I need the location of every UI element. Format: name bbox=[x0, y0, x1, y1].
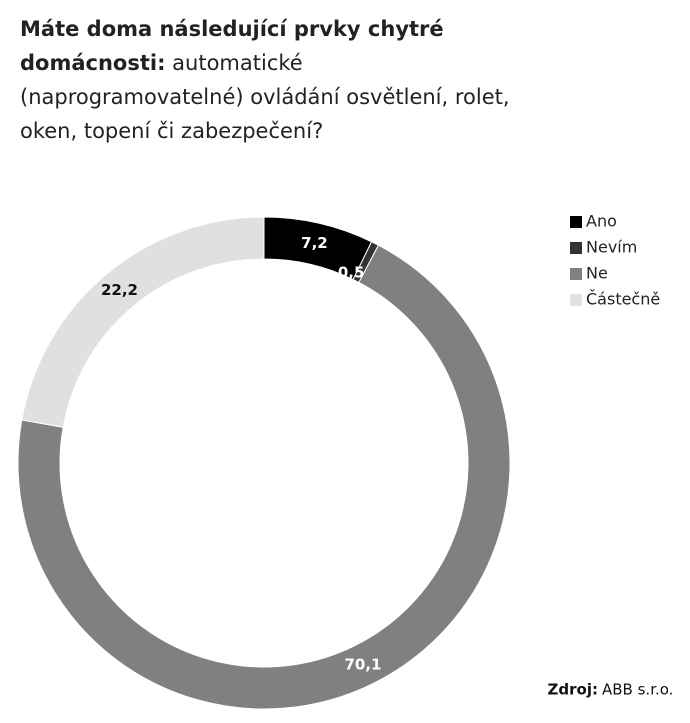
data-label: 7,2 bbox=[301, 234, 328, 252]
legend-label: Nevím bbox=[586, 238, 637, 257]
data-label: 70,1 bbox=[344, 656, 381, 674]
data-label: 0,5 bbox=[338, 264, 365, 282]
legend-label: Ne bbox=[586, 264, 608, 283]
data-label: 22,2 bbox=[101, 281, 138, 299]
legend-label: Ano bbox=[586, 212, 617, 231]
chart-title: Máte doma následující prvky chytré domác… bbox=[20, 12, 520, 148]
legend-label: Částečně bbox=[586, 290, 660, 309]
donut-segment bbox=[17, 244, 511, 710]
source-label: Zdroj: bbox=[548, 681, 598, 699]
legend-swatch bbox=[570, 268, 582, 280]
title-text: automatické (naprogramovatelné) ovládání… bbox=[20, 51, 510, 143]
legend-swatch bbox=[570, 216, 582, 228]
source-text: ABB s.r.o. bbox=[602, 681, 673, 699]
donut-segment bbox=[21, 216, 265, 428]
legend-swatch bbox=[570, 294, 582, 306]
legend-swatch bbox=[570, 242, 582, 254]
title-bold: Máte doma následující prvky chytré domác… bbox=[20, 17, 444, 75]
